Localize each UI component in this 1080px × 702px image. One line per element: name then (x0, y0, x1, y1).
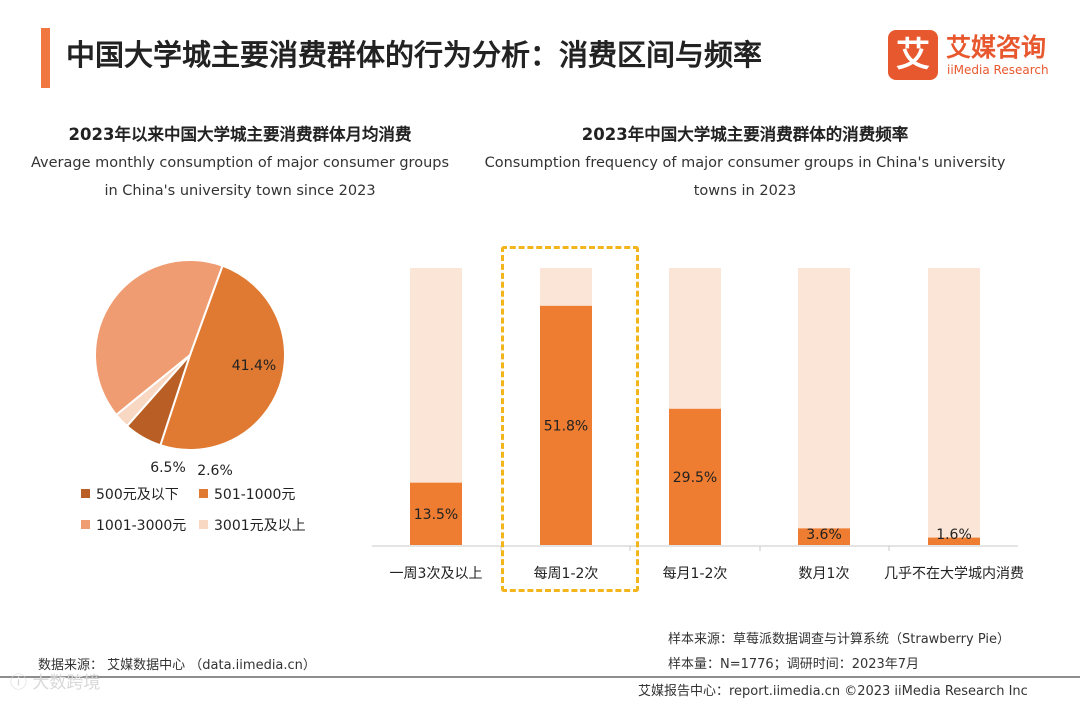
bar-chart-heading: 2023年中国大学城主要消费群体的消费频率 Consumption freque… (480, 121, 1010, 205)
footer-divider (0, 676, 1080, 678)
bar-category-label: 几乎不在大学城内消费 (884, 566, 1024, 582)
bar-chart-subtitle: Consumption frequency of major consumer … (480, 149, 1010, 205)
pie-slice-501-1000元 (159, 264, 286, 451)
legend-swatch-icon (81, 520, 90, 529)
bar-一周3次及以上 (410, 482, 462, 545)
bar-data-label: 29.5% (673, 470, 717, 486)
legend-swatch-icon (199, 489, 208, 498)
bar-category-label: 每周1-2次 (534, 566, 599, 582)
pie-slice-1001-3000元 (93, 259, 224, 417)
bar-data-label: 51.8% (544, 418, 588, 434)
bar-每月1-2次 (669, 408, 721, 545)
pie-chart-subtitle-line1: Average monthly consumption of major con… (30, 155, 450, 171)
logo-text-en: iiMedia Research (947, 63, 1049, 77)
pie-data-label: 41.4% (232, 358, 276, 374)
pie-chart-heading: 2023年以来中国大学城主要消费群体月均消费 Average monthly c… (20, 121, 460, 205)
bar-chart-title: 2023年中国大学城主要消费群体的消费频率 (581, 125, 909, 144)
bar-category-label: 每月1-2次 (663, 566, 728, 582)
pie-legend-label: 3001元及以上 (214, 518, 306, 534)
pie-legend-item: 1001-3000元 (81, 515, 186, 535)
legend-swatch-icon (199, 520, 208, 529)
bar-data-label: 13.5% (414, 507, 458, 523)
pie-legend-item: 500元及以下 (81, 484, 179, 504)
report-center-note: 艾媒报告中心：report.iimedia.cn ©2023 iiMedia R… (638, 684, 1028, 699)
pie-legend-item: 3001元及以上 (199, 515, 306, 535)
legend-swatch-icon (81, 489, 90, 498)
bar-数月1次 (798, 528, 850, 545)
bar-background (798, 268, 850, 545)
bar-data-label: 1.6% (936, 527, 972, 543)
pie-data-label: 2.6% (197, 463, 233, 479)
pie-legend-item: 501-1000元 (199, 484, 295, 504)
bar-几乎不在大学城内消费 (928, 537, 980, 545)
bar-category-label: 一周3次及以上 (390, 566, 483, 582)
logo-mark-icon: 艾 (888, 30, 938, 80)
title-accent-bar (41, 28, 50, 88)
watermark-logo: ⓘ 大数跨境 (10, 673, 101, 693)
data-source-note: 数据来源： 艾媒数据中心 （data.iimedia.cn） (38, 658, 316, 673)
pie-chart-title: 2023年以来中国大学城主要消费群体月均消费 (68, 125, 412, 144)
page-title: 中国大学城主要消费群体的行为分析：消费区间与频率 (66, 38, 763, 72)
pie-chart-subtitle-line2: in China's university town since 2023 (104, 183, 376, 199)
iimedia-logo: 艾 艾媒咨询 iiMedia Research (888, 30, 1060, 82)
pie-legend-label: 500元及以下 (96, 487, 179, 503)
bar-background (928, 268, 980, 545)
pie-legend-label: 501-1000元 (214, 487, 296, 503)
bar-chart-subtitle-line1: Consumption frequency of major consumer … (484, 155, 1006, 171)
logo-text-cn: 艾媒咨询 (946, 33, 1047, 62)
bar-data-label: 3.6% (806, 527, 842, 543)
highlight-dashed-box (501, 246, 639, 592)
bar-每周1-2次 (540, 305, 592, 545)
pie-data-label: 6.5% (150, 460, 186, 476)
sample-size-note: 样本量：N=1776；调研时间：2023年7月 (668, 657, 920, 672)
pie-chart-subtitle: Average monthly consumption of major con… (20, 149, 460, 205)
bar-chart-subtitle-line2: towns in 2023 (693, 183, 797, 199)
bar-category-label: 数月1次 (799, 566, 850, 582)
pie-legend-label: 1001-3000元 (96, 518, 187, 534)
sample-source-note: 样本来源：草莓派数据调查与计算系统（Strawberry Pie） (668, 632, 1010, 647)
